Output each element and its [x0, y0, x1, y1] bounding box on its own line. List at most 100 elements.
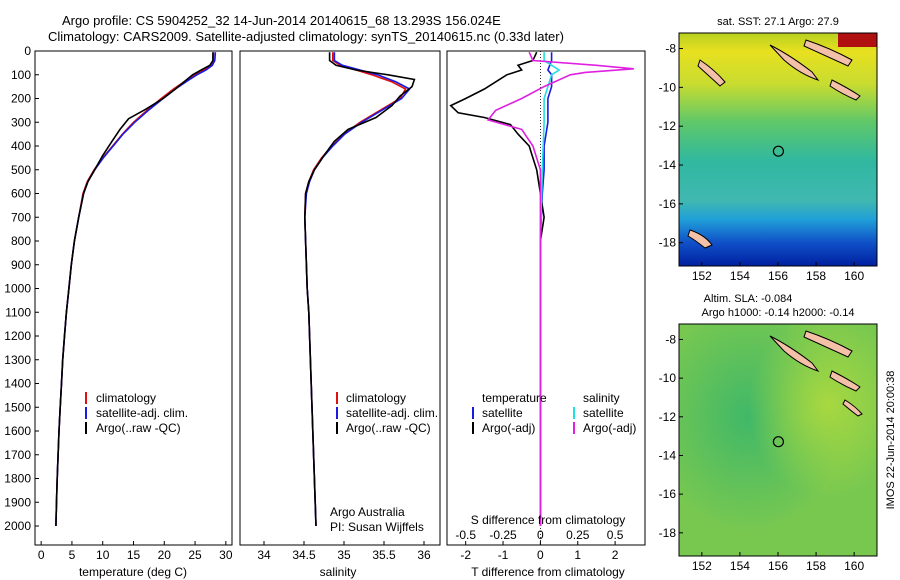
figure-title-line2: Climatology: CARS2009. Satellite-adjuste… — [48, 29, 564, 44]
x-tick-label: 25 — [188, 548, 202, 562]
legend-label-t-satellite: satellite — [482, 406, 523, 420]
legend-header-salinity: salinity — [583, 391, 620, 405]
sst-warm-patch — [838, 33, 877, 47]
sst-map-panel: sat. SST: 27.1 Argo: 27.9 152 154 156 158 16… — [659, 16, 878, 283]
sst-field — [679, 33, 877, 266]
map-y-tick-label: -18 — [659, 526, 677, 540]
y-tick-label: 0 — [24, 44, 31, 58]
top-x-tick-label: 0.25 — [566, 528, 590, 542]
y-tick-label: 600 — [11, 187, 31, 201]
salinity-legend: climatology satellite-adj. clim. Argo(..… — [336, 391, 438, 435]
series-line-t-satellite — [539, 52, 553, 526]
map-y-tick-label: -16 — [659, 197, 677, 211]
map-x-tick-label: 156 — [768, 559, 788, 573]
top-x-tick-label: -0.5 — [455, 528, 476, 542]
map-x-tick-label: 156 — [768, 269, 788, 283]
temperature-panel: 0 5 10 15 20 25 300100200300400500600700800900… — [4, 44, 233, 579]
figure-title-line1: Argo profile: CS 5904252_32 14-Jun-2014 … — [62, 13, 501, 28]
legend-label-satellite: satellite-adj. clim. — [96, 406, 188, 420]
sla-blob-light — [679, 324, 877, 556]
x-tick-label: 2 — [612, 548, 619, 562]
map-y-tick-label: -12 — [659, 119, 677, 133]
y-tick-label: 1000 — [4, 282, 31, 296]
salinity-series — [303, 52, 416, 527]
map-y-tick-label: -8 — [665, 42, 676, 56]
map-x-tick-label: 152 — [692, 269, 712, 283]
sla-map-ticks: 152 154 156 158 160 -8 -10 -12 -14 -16 -18 — [659, 332, 865, 573]
temperature-legend: climatology satellite-adj. clim. Argo(..… — [85, 391, 188, 435]
legend-header-temperature: temperature — [482, 391, 547, 405]
map-x-tick-label: 154 — [730, 269, 750, 283]
x-tick-label: 36 — [417, 548, 431, 562]
map-x-tick-label: 160 — [844, 559, 864, 573]
y-tick-label: 1900 — [4, 495, 31, 509]
difference-panel: -2 -1 0 1 2-0.5 -0.25 0 0.25 0.5 S difference fr… — [446, 50, 646, 579]
y-tick-label: 900 — [11, 258, 31, 272]
series-line-argo-raw-qc- — [55, 52, 214, 527]
series-line-s-argo-adj- — [486, 51, 634, 526]
top-x-tick-label: 0.5 — [607, 528, 624, 542]
legend-label-argo: Argo(..raw -QC) — [346, 421, 431, 435]
sla-map-panel: Altim. SLA: -0.084 Argo h1000: -0.14 h20… — [659, 293, 878, 573]
legend-label-climatology: climatology — [96, 391, 156, 405]
x-tick-label: 0 — [38, 548, 45, 562]
x-tick-label: 1 — [574, 548, 581, 562]
difference-legend: temperature salinity satellite Argo(-adj… — [472, 391, 636, 435]
y-tick-label: 1700 — [4, 448, 31, 462]
map-y-tick-label: -14 — [659, 158, 677, 172]
sla-field — [679, 324, 877, 556]
sla-map-title-line2: Argo h1000: -0.14 h2000: -0.14 — [702, 307, 855, 319]
x-tick-label: 0 — [537, 548, 544, 562]
map-x-tick-label: 152 — [692, 559, 712, 573]
temperature-ticks: 0 5 10 15 20 25 300100200300400500600700800900… — [4, 44, 233, 562]
y-tick-label: 2000 — [4, 519, 31, 533]
difference-xlabel-top: S difference from climatology — [471, 513, 626, 527]
y-tick-label: 700 — [11, 210, 31, 224]
top-x-tick-label: -0.25 — [489, 528, 517, 542]
map-y-tick-label: -18 — [659, 236, 677, 250]
y-tick-label: 1400 — [4, 377, 31, 391]
y-tick-label: 1800 — [4, 472, 31, 486]
series-line-satellite-adj-clim- — [303, 52, 411, 527]
difference-series — [449, 51, 634, 526]
salinity-panel: 34 34.5 35 35.5 36 salinity climatology sate… — [239, 50, 441, 579]
y-tick-label: 300 — [11, 115, 31, 129]
salinity-annotation-pi: PI: Susan Wijffels — [330, 520, 424, 534]
sst-argo-location-marker — [772, 145, 785, 157]
salinity-ticks: 34 34.5 35 35.5 36 — [257, 541, 431, 562]
y-tick-label: 400 — [11, 139, 31, 153]
x-tick-label: 10 — [96, 548, 110, 562]
y-tick-label: 1500 — [4, 400, 31, 414]
y-tick-label: 1300 — [4, 353, 31, 367]
series-line-satellite-adj-clim- — [55, 52, 217, 527]
map-y-tick-label: -10 — [659, 80, 677, 94]
x-tick-label: -1 — [498, 548, 509, 562]
map-y-tick-label: -10 — [659, 371, 677, 385]
legend-label-satellite: satellite-adj. clim. — [346, 406, 438, 420]
legend-label-s-argo: Argo(-adj) — [583, 421, 636, 435]
x-tick-label: 35 — [337, 548, 351, 562]
sla-map-title-line1: Altim. SLA: -0.084 — [704, 293, 793, 305]
x-tick-label: 20 — [158, 548, 172, 562]
sst-map-ticks: 152 154 156 158 160 -8 -10 -12 -14 -16 -18 — [659, 42, 865, 283]
map-y-tick-label: -12 — [659, 410, 677, 424]
x-tick-label: 34.5 — [292, 548, 316, 562]
x-tick-label: 30 — [219, 548, 233, 562]
temperature-xlabel: temperature (deg C) — [79, 565, 187, 579]
map-x-tick-label: 154 — [730, 559, 750, 573]
series-line-s-satellite — [539, 52, 561, 526]
y-tick-label: 200 — [11, 92, 31, 106]
map-x-tick-label: 160 — [844, 269, 864, 283]
x-tick-label: -2 — [460, 548, 471, 562]
temperature-axes — [34, 50, 233, 546]
map-y-tick-label: -8 — [665, 332, 676, 346]
y-tick-label: 800 — [11, 234, 31, 248]
difference-ticks: -2 -1 0 1 2-0.5 -0.25 0 0.25 0.5 — [455, 51, 624, 562]
difference-axes — [446, 50, 646, 546]
legend-label-s-satellite: satellite — [583, 406, 624, 420]
series-line-climatology — [303, 52, 407, 527]
legend-label-climatology: climatology — [346, 391, 406, 405]
legend-label-argo: Argo(..raw -QC) — [96, 421, 181, 435]
y-tick-label: 500 — [11, 163, 31, 177]
